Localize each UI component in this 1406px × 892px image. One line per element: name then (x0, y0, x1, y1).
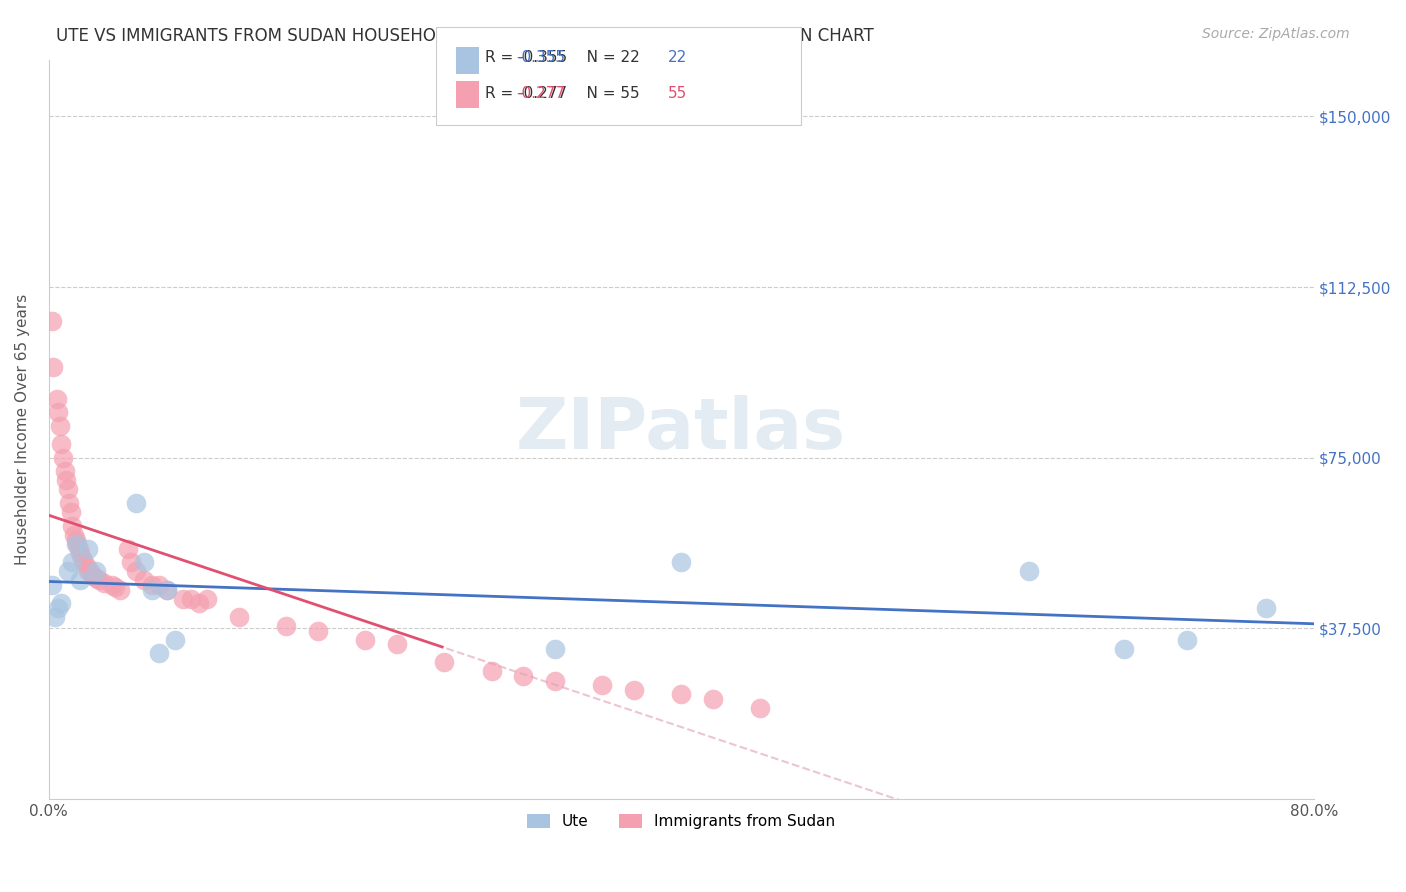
Point (125, 565, 148, 579)
Point (56, 483, 79, 497)
Point (55, 474, 77, 488)
Point (66, 537, 89, 551)
Point (44, 610, 66, 624)
Point (749, 701, 772, 715)
Point (45, 392, 67, 406)
Y-axis label: Householder Income Over 65 years: Householder Income Over 65 years (15, 293, 30, 565)
Point (120, 555, 142, 569)
Point (354, 632, 377, 647)
Point (93, 575, 115, 590)
Point (82, 569, 104, 583)
Point (307, 624, 329, 638)
Point (69, 574, 91, 588)
Text: ZIPatlas: ZIPatlas (516, 395, 846, 464)
Point (65, 537, 87, 551)
Point (117, 541, 139, 556)
Point (141, 578, 163, 592)
Point (481, 665, 503, 679)
Point (385, 637, 408, 651)
Text: -0.355: -0.355 (516, 51, 565, 65)
Point (62, 555, 84, 569)
Point (156, 582, 179, 597)
Point (77, 565, 100, 579)
Point (544, 673, 567, 688)
Point (671, 687, 693, 701)
Point (58, 496, 80, 510)
Point (433, 656, 456, 670)
Point (195, 591, 218, 606)
Point (172, 591, 194, 606)
Point (69, 546, 91, 560)
Point (623, 682, 645, 697)
Point (70, 550, 93, 565)
Point (132, 555, 155, 569)
Point (702, 691, 724, 706)
Point (148, 646, 170, 660)
Point (1256, 600, 1278, 615)
Point (141, 582, 163, 597)
Point (165, 632, 187, 647)
Point (62, 519, 84, 533)
Point (46, 405, 69, 419)
Point (51, 437, 73, 451)
Point (180, 591, 202, 606)
Point (41, 578, 63, 592)
Text: UTE VS IMMIGRANTS FROM SUDAN HOUSEHOLDER INCOME OVER 65 YEARS CORRELATION CHART: UTE VS IMMIGRANTS FROM SUDAN HOUSEHOLDER… (56, 27, 875, 45)
Point (79, 565, 101, 579)
Point (42, 359, 65, 374)
Point (52, 450, 75, 465)
Point (63, 528, 86, 542)
Point (89, 574, 111, 588)
Point (274, 619, 297, 633)
Point (56, 565, 79, 579)
Point (108, 582, 131, 597)
Point (125, 496, 148, 510)
Point (104, 580, 127, 594)
Point (46, 600, 69, 615)
Point (1175, 632, 1198, 647)
Text: R = -0.355    N = 22: R = -0.355 N = 22 (485, 51, 640, 65)
Point (591, 678, 613, 692)
Point (59, 505, 82, 519)
Point (84, 571, 107, 585)
Point (65, 533, 87, 547)
Text: 22: 22 (668, 51, 688, 65)
Point (228, 610, 250, 624)
Point (77, 541, 100, 556)
Point (132, 574, 155, 588)
Point (671, 555, 693, 569)
Point (148, 578, 170, 592)
Point (49, 418, 72, 433)
Point (1112, 641, 1135, 656)
Point (1018, 565, 1040, 579)
Point (51, 596, 73, 610)
Legend: Ute, Immigrants from Sudan: Ute, Immigrants from Sudan (520, 808, 842, 836)
Point (544, 641, 567, 656)
Text: Source: ZipAtlas.com: Source: ZipAtlas.com (1202, 27, 1350, 41)
Point (67, 541, 90, 556)
Point (76, 559, 98, 574)
Point (101, 578, 124, 592)
Text: -0.277: -0.277 (516, 87, 565, 101)
Point (156, 582, 179, 597)
Point (72, 555, 94, 569)
Point (41, 314, 63, 328)
Point (188, 596, 211, 610)
Point (53, 464, 76, 478)
Text: R = -0.277    N = 55: R = -0.277 N = 55 (485, 87, 640, 101)
Point (512, 669, 534, 683)
Point (84, 565, 107, 579)
Text: 55: 55 (668, 87, 688, 101)
